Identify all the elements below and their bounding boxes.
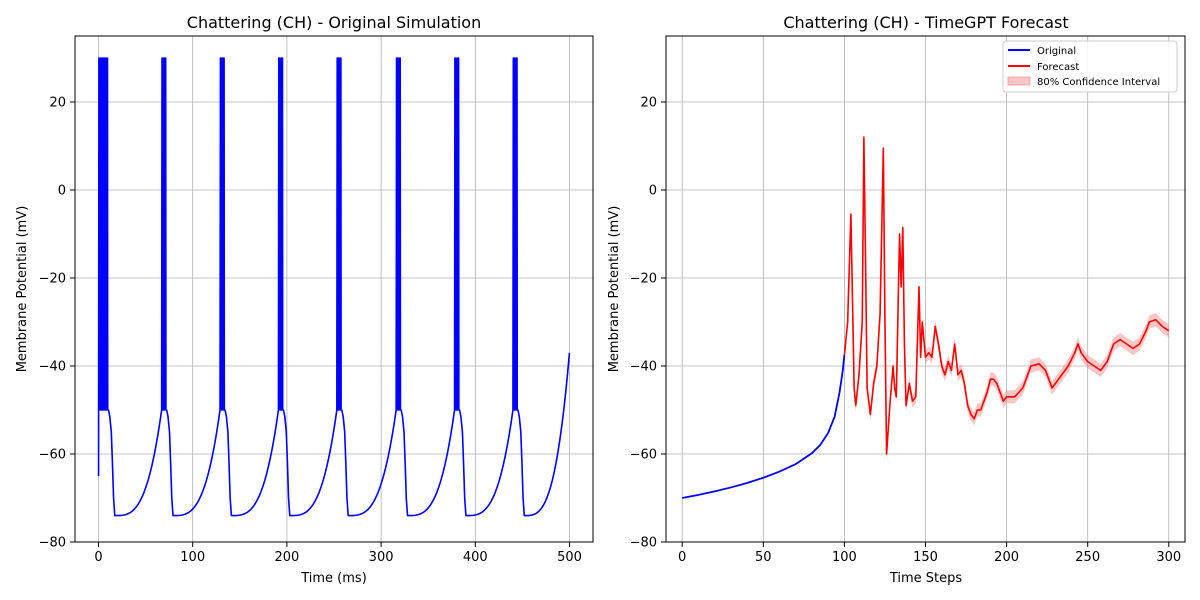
x-tick-label: 0 <box>678 550 686 565</box>
x-tick-label: 50 <box>755 550 772 565</box>
y-tick-label: −60 <box>39 448 66 463</box>
chart-left: 0 100 200 300 400 500 −80 −60 −40 −20 0 20 Chatteri… <box>15 13 594 586</box>
y-tick-label: 20 <box>640 96 657 111</box>
x-axis-label-right: Time Steps <box>889 571 963 586</box>
legend-swatch-ci <box>1007 76 1031 86</box>
legend: Original Forecast 80% Confidence Interva… <box>1002 40 1178 93</box>
series-line-membrane-potential <box>97 57 571 517</box>
x-axis-label-left: Time (ms) <box>300 571 367 586</box>
x-tick-label: 100 <box>832 550 857 565</box>
x-tick-label: 300 <box>369 550 394 565</box>
y-tick-label: −40 <box>39 360 66 375</box>
y-tick-label: −80 <box>630 536 657 551</box>
x-tick-label: 250 <box>1075 550 1100 565</box>
grid-right <box>666 36 1185 543</box>
x-tick-label: 300 <box>1156 550 1181 565</box>
legend-label-forecast: Forecast <box>1037 62 1079 73</box>
y-tick-label: −60 <box>630 448 657 463</box>
plot-area-right <box>682 130 1170 499</box>
confidence-band <box>847 130 1169 461</box>
legend-box <box>1002 40 1178 93</box>
ticks-right: 0 50 100 150 200 250 300 −80 −60 −40 −20 0 20 <box>630 96 1182 566</box>
series-line-original <box>682 354 846 499</box>
x-tick-label: 0 <box>94 550 102 565</box>
legend-label-ci: 80% Confidence Interval <box>1037 77 1160 88</box>
ticks-left: 0 100 200 300 400 500 −80 −60 −40 −20 0 20 <box>39 96 582 566</box>
series-line-forecast <box>843 136 1170 455</box>
y-tick-label: −20 <box>39 272 66 287</box>
x-tick-label: 400 <box>463 550 488 565</box>
legend-label-original: Original <box>1037 46 1076 57</box>
x-tick-label: 500 <box>557 550 582 565</box>
y-axis-label-left: Membrane Potential (mV) <box>15 206 30 373</box>
axes-frame-left <box>74 35 594 543</box>
chart-right: 0 50 100 150 200 250 300 −80 −60 −40 −20 0 20 Chatte… <box>607 13 1186 586</box>
x-tick-label: 200 <box>994 550 1019 565</box>
y-tick-label: −20 <box>630 272 657 287</box>
chart-title-right: Chattering (CH) - TimeGPT Forecast <box>783 13 1068 32</box>
plot-area-left <box>97 57 571 517</box>
y-tick-label: 0 <box>649 184 657 199</box>
y-axis-label-right: Membrane Potential (mV) <box>607 206 622 373</box>
x-tick-label: 200 <box>274 550 299 565</box>
chart-title-left: Chattering (CH) - Original Simulation <box>187 13 481 32</box>
y-tick-label: 0 <box>58 184 66 199</box>
y-tick-label: −40 <box>630 360 657 375</box>
x-tick-label: 150 <box>913 550 938 565</box>
y-tick-label: −80 <box>39 536 66 551</box>
y-tick-label: 20 <box>49 96 66 111</box>
x-tick-label: 100 <box>180 550 205 565</box>
